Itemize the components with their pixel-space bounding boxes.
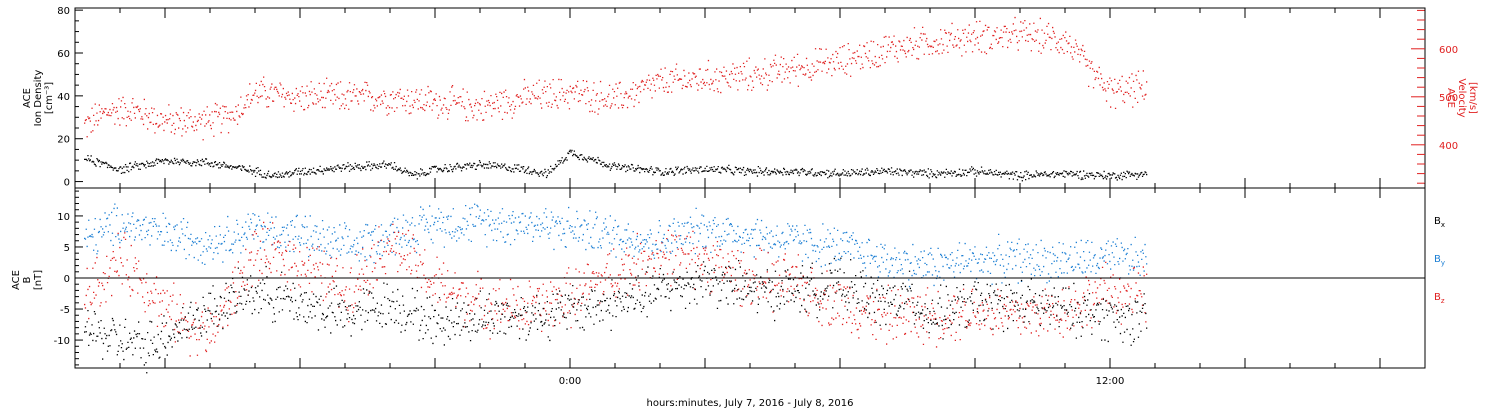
- density-tick-label: 0: [64, 178, 70, 189]
- plasma-axis-labels: ACE Ion Density [cm⁻³] ACE Velocity [km/s]: [22, 70, 1478, 127]
- x-tick-label: 0:00: [559, 376, 581, 387]
- b-tick-label: 5: [64, 243, 70, 254]
- magnetic-field-axes: -10 -5 0 5 10: [54, 187, 1426, 369]
- velocity-tick-label: 600: [1439, 45, 1458, 56]
- density-tick-label: 60: [57, 49, 70, 60]
- velocity-axis-label: Velocity: [1456, 78, 1467, 117]
- density-axis-label: Ion Density: [33, 70, 44, 127]
- b-tick-label: -10: [54, 336, 70, 347]
- legend-by: By: [1434, 254, 1445, 267]
- density-axis-label: [cm⁻³]: [44, 82, 55, 114]
- density-points: [84, 149, 1148, 182]
- b-axis-label: B: [22, 276, 33, 283]
- magnetic-field-data-points: [84, 203, 1148, 374]
- density-axis-label: ACE: [22, 88, 33, 108]
- magnetic-field-legend: Bx By Bz: [1434, 216, 1445, 305]
- magnetic-field-panel: -10 -5 0 5 10 ACE B [nT] Bx By Bz: [11, 187, 1445, 374]
- x-tick-label: 12:00: [1096, 376, 1125, 387]
- b-axis-label: ACE: [11, 270, 22, 290]
- velocity-tick-label: 500: [1439, 93, 1458, 104]
- by-points: [84, 203, 1148, 288]
- magnetic-field-axis-labels: ACE B [nT]: [11, 270, 44, 290]
- velocity-points: [84, 16, 1148, 141]
- b-tick-label: 10: [57, 212, 70, 223]
- b-axis-label: [nT]: [33, 270, 44, 290]
- density-tick-label: 80: [57, 6, 70, 17]
- b-tick-label: -5: [60, 305, 70, 316]
- bx-points: [84, 257, 1148, 374]
- velocity-axis-label: ACE: [1445, 88, 1456, 108]
- density-tick-label: 40: [57, 92, 70, 103]
- legend-bx: Bx: [1434, 216, 1445, 229]
- density-tick-label: 20: [57, 135, 70, 146]
- b-tick-label: 0: [64, 274, 70, 285]
- velocity-tick-label: 400: [1439, 141, 1458, 152]
- x-axis-label: hours:minutes, July 7, 2016 - July 8, 20…: [647, 398, 854, 409]
- plasma-frame: [74, 7, 1426, 189]
- time-axis: 0:00 12:00: [74, 8, 1426, 387]
- legend-bz: Bz: [1434, 292, 1445, 305]
- velocity-axis-label: [km/s]: [1467, 82, 1478, 114]
- plasma-data-points: [84, 16, 1148, 182]
